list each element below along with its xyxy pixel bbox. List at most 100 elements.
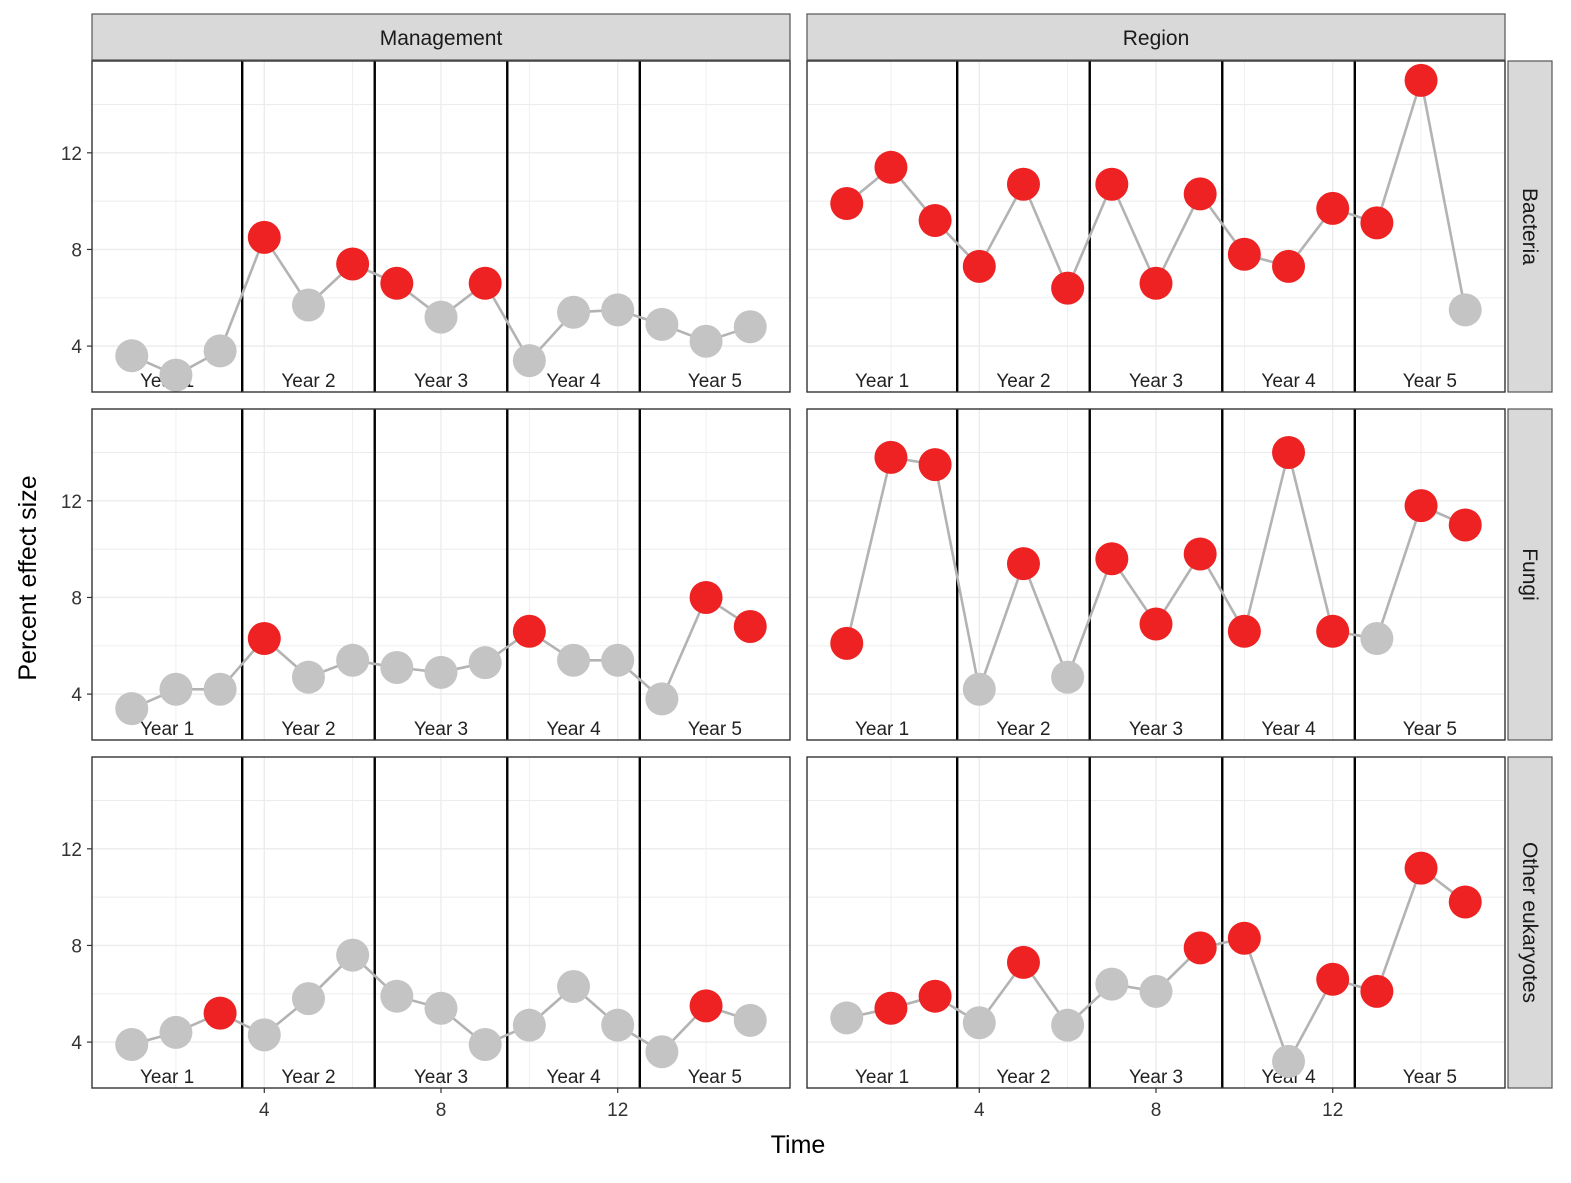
row-strip-label: Other eukaryotes bbox=[1518, 842, 1541, 1003]
y-tick-label: 4 bbox=[71, 337, 82, 358]
column-strip-label: Region bbox=[1123, 27, 1190, 50]
non-significant-point bbox=[424, 300, 458, 334]
significant-point bbox=[468, 266, 502, 300]
year-label: Year 1 bbox=[855, 371, 909, 392]
significant-point bbox=[1404, 851, 1438, 885]
non-significant-point bbox=[1448, 293, 1482, 327]
y-tick-label: 12 bbox=[61, 840, 82, 861]
significant-point bbox=[1183, 177, 1217, 211]
significant-point bbox=[380, 266, 414, 300]
panel-border bbox=[91, 408, 791, 741]
significant-point bbox=[689, 989, 723, 1023]
non-significant-point bbox=[159, 672, 193, 706]
non-significant-point bbox=[645, 682, 679, 716]
non-significant-point bbox=[557, 295, 591, 329]
non-significant-point bbox=[291, 288, 325, 322]
non-significant-point bbox=[962, 1006, 996, 1040]
y-tick-label: 12 bbox=[61, 492, 82, 513]
significant-point bbox=[689, 580, 723, 614]
non-significant-point bbox=[512, 1008, 546, 1042]
significant-point bbox=[1183, 931, 1217, 965]
significant-point bbox=[830, 187, 864, 221]
panel-border bbox=[91, 60, 791, 393]
y-tick-label: 8 bbox=[71, 588, 82, 609]
significant-point bbox=[1404, 489, 1438, 523]
row-strip-label: Fungi bbox=[1518, 548, 1541, 601]
non-significant-point bbox=[380, 651, 414, 685]
non-significant-point bbox=[203, 672, 237, 706]
non-significant-point bbox=[1051, 660, 1085, 694]
non-significant-point bbox=[424, 991, 458, 1025]
significant-point bbox=[1448, 885, 1482, 919]
significant-point bbox=[1404, 63, 1438, 97]
significant-point bbox=[874, 991, 908, 1025]
non-significant-point bbox=[645, 307, 679, 341]
significant-point bbox=[1227, 237, 1261, 271]
year-label: Year 2 bbox=[996, 371, 1050, 392]
non-significant-point bbox=[1139, 974, 1173, 1008]
column-strip bbox=[806, 13, 1506, 61]
year-label: Year 2 bbox=[996, 719, 1050, 740]
year-label: Year 5 bbox=[688, 371, 742, 392]
year-label: Year 4 bbox=[1261, 719, 1316, 740]
y-tick-label: 4 bbox=[71, 1033, 82, 1054]
non-significant-point bbox=[115, 1028, 149, 1062]
year-label: Year 3 bbox=[1129, 719, 1183, 740]
significant-point bbox=[1095, 542, 1129, 576]
non-significant-point bbox=[1272, 1044, 1306, 1078]
year-label: Year 5 bbox=[688, 1067, 742, 1088]
column-strip bbox=[91, 13, 791, 61]
year-label: Year 1 bbox=[140, 1067, 194, 1088]
year-label: Year 3 bbox=[414, 719, 468, 740]
x-tick-label: 12 bbox=[607, 1100, 628, 1121]
non-significant-point bbox=[733, 310, 767, 344]
significant-point bbox=[918, 448, 952, 482]
non-significant-point bbox=[291, 982, 325, 1016]
significant-point bbox=[1227, 614, 1261, 648]
y-tick-label: 8 bbox=[71, 936, 82, 957]
y-tick-label: 4 bbox=[71, 685, 82, 706]
non-significant-point bbox=[1360, 622, 1394, 656]
y-tick-label: 8 bbox=[71, 240, 82, 261]
non-significant-point bbox=[159, 358, 193, 392]
significant-point bbox=[830, 626, 864, 660]
year-label: Year 2 bbox=[996, 1067, 1050, 1088]
non-significant-point bbox=[203, 334, 237, 368]
non-significant-point bbox=[159, 1015, 193, 1049]
non-significant-point bbox=[336, 938, 370, 972]
significant-point bbox=[1316, 962, 1350, 996]
year-label: Year 2 bbox=[281, 719, 335, 740]
significant-point bbox=[1316, 614, 1350, 648]
non-significant-point bbox=[468, 646, 502, 680]
significant-point bbox=[1316, 191, 1350, 225]
non-significant-point bbox=[962, 672, 996, 706]
year-label: Year 5 bbox=[1403, 719, 1457, 740]
significant-point bbox=[874, 150, 908, 184]
year-label: Year 2 bbox=[281, 1067, 335, 1088]
significant-point bbox=[733, 609, 767, 643]
non-significant-point bbox=[601, 643, 635, 677]
significant-point bbox=[1095, 167, 1129, 201]
x-tick-label: 4 bbox=[974, 1100, 985, 1121]
non-significant-point bbox=[733, 1003, 767, 1037]
non-significant-point bbox=[424, 655, 458, 689]
significant-point bbox=[512, 614, 546, 648]
non-significant-point bbox=[468, 1028, 502, 1062]
year-label: Year 1 bbox=[140, 719, 194, 740]
non-significant-point bbox=[291, 660, 325, 694]
significant-point bbox=[918, 203, 952, 237]
x-axis-title: Time bbox=[771, 1131, 826, 1159]
significant-point bbox=[874, 440, 908, 474]
significant-point bbox=[203, 996, 237, 1030]
year-label: Year 5 bbox=[688, 719, 742, 740]
significant-point bbox=[1139, 266, 1173, 300]
year-label: Year 3 bbox=[1129, 371, 1183, 392]
year-label: Year 3 bbox=[1129, 1067, 1183, 1088]
year-label: Year 4 bbox=[546, 719, 601, 740]
significant-point bbox=[1006, 945, 1040, 979]
